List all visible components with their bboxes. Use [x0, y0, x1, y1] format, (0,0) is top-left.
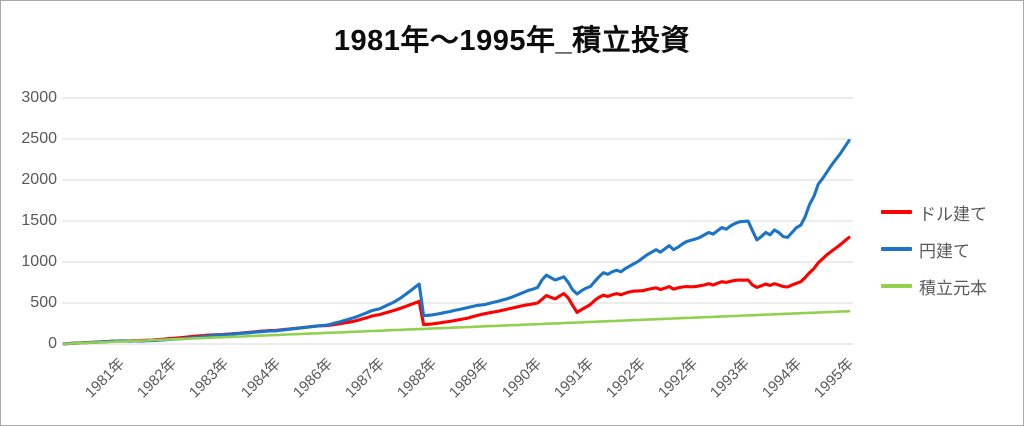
- legend-label: 積立元本: [919, 278, 987, 298]
- legend-item-2: 積立元本: [881, 275, 1021, 298]
- series-line-2: [62, 309, 851, 346]
- legend-line-icon: [881, 247, 912, 251]
- y-axis-tick-label: 2500: [21, 130, 57, 147]
- legend-label: ドル建て: [919, 204, 987, 224]
- y-axis-tick-label: 0: [48, 335, 57, 352]
- legend-label: 円建て: [919, 241, 970, 261]
- y-axis-tick-label: 3000: [21, 89, 57, 106]
- y-axis-tick-label: 1000: [21, 253, 57, 270]
- legend: ドル建て円建て積立元本: [881, 201, 1021, 312]
- legend-item-0: ドル建て: [881, 201, 1021, 224]
- y-axis-tick-label: 1500: [21, 212, 57, 229]
- legend-line-icon: [881, 210, 912, 214]
- legend-line-icon: [881, 284, 912, 288]
- chart-title: 1981年～1995年_積立投資: [333, 25, 691, 57]
- y-axis-tick-label: 2000: [21, 171, 57, 188]
- y-axis-tick-label: 500: [30, 294, 57, 311]
- legend-item-1: 円建て: [881, 238, 1021, 261]
- series-line-1: [62, 139, 851, 346]
